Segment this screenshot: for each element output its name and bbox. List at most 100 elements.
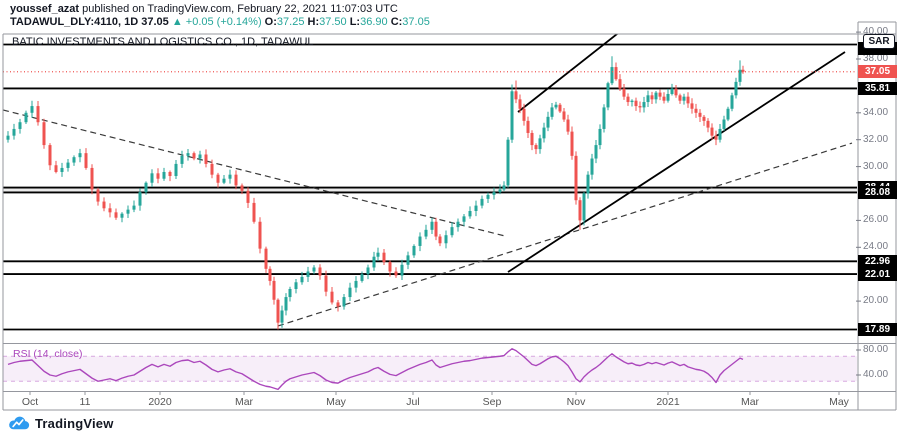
high-value: 37.50 (319, 16, 347, 28)
candle-body (706, 120, 710, 128)
candle-body (24, 112, 28, 123)
time-label-May: May (326, 396, 346, 408)
candle-body (276, 299, 280, 323)
price-change: ▲ +0.05 (+0.14%) (171, 16, 262, 28)
candle-body (388, 262, 392, 272)
candle-body (430, 221, 434, 230)
time-label-May: May (829, 396, 849, 408)
candle-body (678, 95, 682, 101)
candle-body (108, 208, 112, 213)
candle-body (252, 202, 256, 222)
candle-body (36, 106, 40, 123)
candle-body (574, 155, 578, 201)
candle-body (348, 287, 352, 298)
candle-body (674, 88, 678, 96)
chart-symbol-title: BATIC INVESTMENTS AND LOGISTICS CO., 1D,… (12, 36, 314, 48)
candle-body (538, 138, 542, 150)
candle-body (654, 92, 658, 100)
author-name: youssef_azat (10, 3, 80, 15)
time-label-Mar: Mar (740, 396, 760, 408)
candle-body (376, 252, 380, 257)
candle-body (586, 174, 590, 194)
candle-body (246, 190, 250, 203)
candle-body (492, 192, 496, 195)
candle-body (702, 116, 706, 121)
candle-body (162, 171, 166, 179)
candle-body (626, 96, 630, 103)
candle-body (382, 252, 386, 263)
candle-body (510, 91, 514, 140)
price-level-badge-17.89: 17.89 (858, 322, 897, 336)
candle-body (330, 291, 334, 303)
tradingview-cloud-icon (9, 416, 30, 430)
candle-body (366, 267, 370, 275)
candle-body (240, 185, 244, 191)
price-level-badge-28.08: 28.08 (858, 185, 897, 199)
candle-body (662, 96, 666, 101)
time-label-Nov: Nov (566, 396, 586, 408)
candle-body (114, 212, 118, 218)
open-label: O: (264, 16, 277, 28)
candle-body (718, 128, 722, 140)
candle-body (444, 235, 448, 244)
candle-body (306, 271, 310, 277)
brand-text: TradingView (35, 415, 114, 431)
candle-body (450, 227, 454, 236)
candle-body (480, 198, 484, 206)
time-label-Oct: Oct (21, 396, 39, 408)
candle-body (192, 153, 196, 159)
time-label-2021: 2021 (656, 396, 680, 408)
candle-body (618, 79, 622, 89)
price-level-badge-22.01: 22.01 (858, 267, 897, 281)
price-level-badge-35.81: 35.81 (858, 81, 897, 95)
candle-body (294, 282, 298, 289)
candle-body (228, 174, 232, 179)
candle-body (562, 111, 566, 120)
candle-body (558, 104, 562, 112)
candle-body (468, 210, 472, 217)
candle-body (120, 213, 124, 218)
tradingview-logo-link[interactable]: TradingView (8, 415, 114, 431)
trendline-dashed-0 (3, 109, 506, 237)
candle-body (582, 193, 586, 221)
candle-body (526, 120, 530, 133)
rsi-pane (3, 348, 857, 391)
candle-body (126, 209, 130, 214)
candle-body (498, 189, 502, 193)
trendline-solid-2 (517, 34, 619, 113)
candle-body (550, 107, 554, 117)
candle-body (530, 132, 534, 146)
candle-body (438, 236, 442, 244)
candle-body (258, 221, 262, 249)
candle-body (360, 274, 364, 281)
candle-body (434, 221, 438, 237)
currency-badge: SAR (863, 34, 895, 49)
candle-body (272, 280, 276, 300)
candle-body (670, 88, 674, 94)
candle-body (610, 67, 614, 84)
rsi-tick-80.00: 80.00 (863, 344, 889, 355)
trendline-solid-3 (507, 51, 846, 273)
time-label-Mar: Mar (234, 396, 254, 408)
candle-body (354, 280, 358, 288)
candle-body (734, 81, 738, 96)
candle-body (12, 128, 16, 136)
candle-body (666, 93, 670, 101)
candle-body (690, 103, 694, 109)
current-price-badge: 37.05 (858, 65, 897, 79)
candle-body (318, 267, 322, 276)
candle-body (144, 182, 148, 193)
price-tick-40.00: 40.00 (863, 26, 889, 38)
candle-body (418, 236, 422, 246)
candle-body (406, 255, 410, 265)
level-zone (3, 187, 857, 193)
candle-body (30, 106, 34, 113)
candle-body (741, 69, 745, 72)
candle-body (204, 154, 208, 164)
candle-body (694, 108, 698, 113)
candle-body (650, 95, 654, 100)
price-level-badge-22.96: 22.96 (858, 254, 897, 268)
candle-body (554, 104, 558, 108)
